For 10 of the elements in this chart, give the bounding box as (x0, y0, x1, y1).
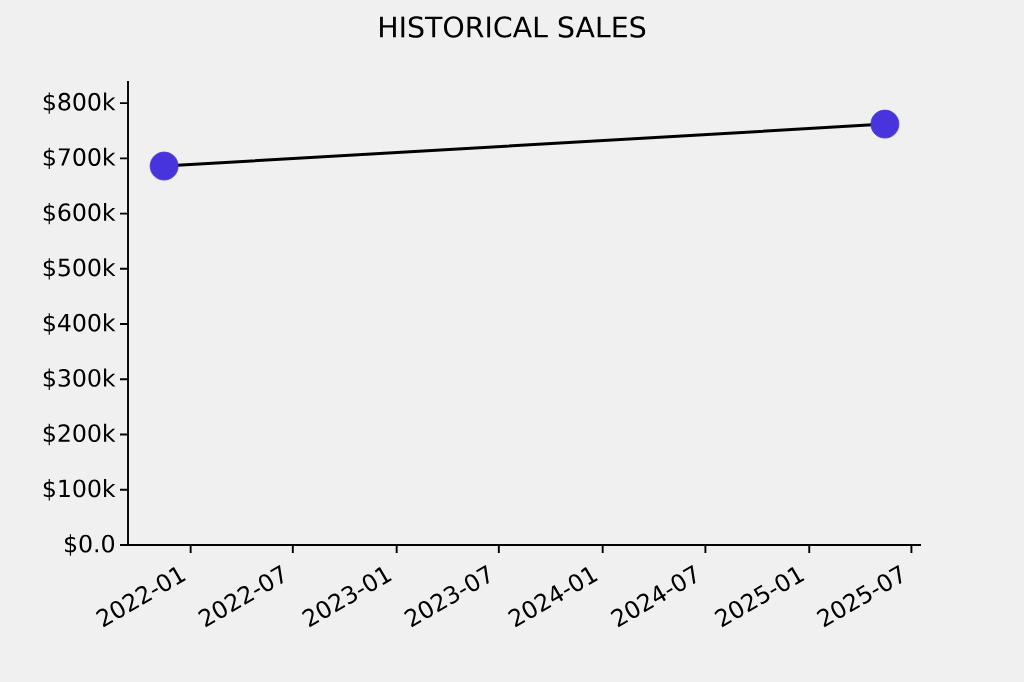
y-tick-label: $100k (43, 479, 116, 501)
y-tick-label: $500k (43, 258, 116, 280)
y-tick-label: $800k (43, 92, 116, 114)
y-tick-label: $200k (43, 423, 116, 446)
y-tick-label: $600k (43, 202, 116, 225)
chart-title: HISTORICAL SALES (380, 16, 646, 38)
y-tick-label: $400k (43, 313, 116, 335)
y-tick-label: $0.0 (65, 534, 115, 556)
y-tick-label: $700k (43, 147, 116, 170)
y-tick-label: $300k (43, 368, 116, 390)
